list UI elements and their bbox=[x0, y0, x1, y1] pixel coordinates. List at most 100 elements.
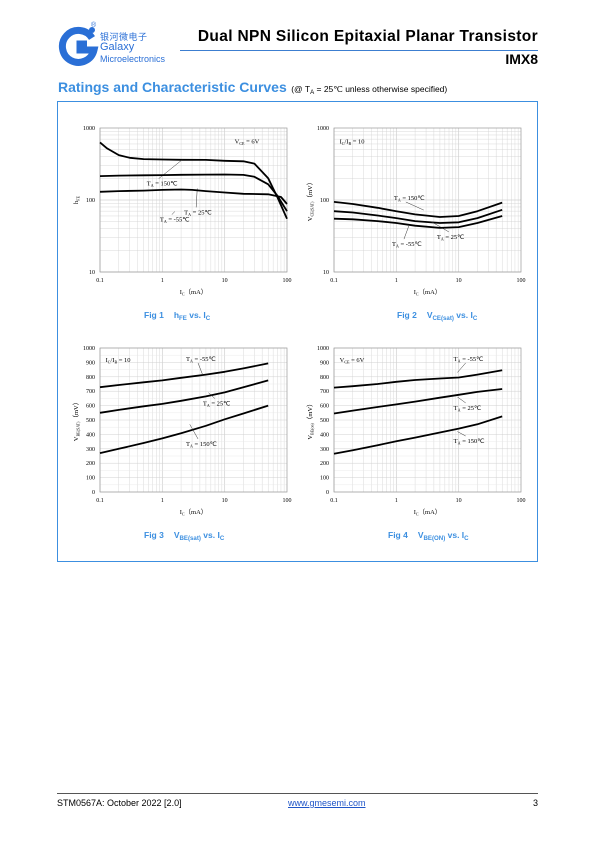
x-axis-label: IC（mA） bbox=[180, 508, 208, 517]
series-label: TA = -55℃ bbox=[392, 241, 422, 249]
x-tick-label: 100 bbox=[517, 278, 526, 284]
y-tick-label: 100 bbox=[86, 476, 95, 482]
x-tick-label: 100 bbox=[517, 498, 526, 504]
plot-frame bbox=[99, 127, 288, 273]
chart-svg: 0.1 1 10 100 10 100 1000 IC（mA） VCE(SAT)（mV） IC/I… bbox=[306, 126, 526, 297]
series-label: TA = 150℃ bbox=[454, 438, 486, 446]
series-label: TA = 150℃ bbox=[186, 441, 218, 449]
part-number: IMX8 bbox=[505, 51, 538, 67]
condition-label: VCE = 6V bbox=[235, 139, 260, 147]
y-tick-label: 500 bbox=[86, 418, 95, 424]
company-logo: ® 银河微电子 Galaxy Microelectronics bbox=[56, 22, 176, 68]
x-axis-label: IC（mA） bbox=[180, 288, 208, 297]
footer-doc-id: STM0567A: October 2022 [2.0] bbox=[57, 798, 182, 808]
series-label-leader bbox=[403, 225, 410, 240]
plot-frame bbox=[333, 347, 522, 493]
y-tick-label: 100 bbox=[320, 198, 329, 204]
series-label-leader bbox=[189, 424, 199, 440]
y-tick-label: 0 bbox=[92, 490, 95, 496]
series-line bbox=[333, 201, 503, 218]
fig4-caption: Fig 4 VBE(ON) vs. IC bbox=[388, 530, 469, 542]
fig1-caption: Fig 1 hFE vs. IC bbox=[144, 310, 211, 322]
y-tick-label: 100 bbox=[320, 476, 329, 482]
fig3-caption: Fig 3 VBE(sat) vs. IC bbox=[144, 530, 225, 542]
plot-frame bbox=[333, 127, 522, 273]
logo-registered-mark: ® bbox=[91, 22, 97, 29]
series-label: TA = 25℃ bbox=[203, 401, 231, 409]
logo-brand: Galaxy bbox=[100, 41, 135, 53]
chart-svg: 0.1 1 10 1000100200300400500600700800900100… bbox=[306, 346, 526, 517]
series-label-leader bbox=[405, 201, 424, 211]
y-tick-label: 200 bbox=[86, 461, 95, 467]
y-tick-label: 1000 bbox=[83, 346, 95, 352]
chart-vbesat-vs-ic: 0.1 1 10 100 0 100 200 300 400 500 600 700 800 900 100… bbox=[70, 338, 295, 518]
fig2-caption: Fig 2 VCE(sat) vs. IC bbox=[397, 310, 478, 322]
x-tick-label: 10 bbox=[456, 278, 462, 284]
x-tick-label: 1 bbox=[395, 278, 398, 284]
x-tick-label: 1 bbox=[161, 278, 164, 284]
y-tick-label: 400 bbox=[86, 432, 95, 438]
y-axis-label: VCE(SAT)（mV） bbox=[306, 179, 315, 221]
condition-label: IC/IB = 10 bbox=[340, 139, 365, 147]
series-label-leader bbox=[195, 188, 198, 208]
series-label: TA = -55℃ bbox=[160, 217, 190, 225]
series-label-leader bbox=[431, 221, 449, 233]
y-tick-label: 500 bbox=[320, 418, 329, 424]
series-label-leader bbox=[208, 392, 216, 399]
y-tick-label: 400 bbox=[320, 432, 329, 438]
series-label-leader bbox=[457, 431, 466, 437]
y-tick-label: 0 bbox=[326, 490, 329, 496]
series-line bbox=[333, 215, 503, 229]
y-tick-label: 300 bbox=[86, 447, 95, 453]
series-line bbox=[99, 188, 288, 205]
logo-subtitle: Microelectronics bbox=[100, 54, 166, 64]
condition-label: IC/IB = 10 bbox=[106, 357, 131, 365]
series-line bbox=[99, 141, 288, 220]
x-tick-label: 1 bbox=[395, 498, 398, 504]
x-tick-label: 1 bbox=[161, 498, 164, 504]
y-tick-label: 10 bbox=[89, 270, 95, 276]
x-tick-label: 0.1 bbox=[96, 498, 104, 504]
galaxy-logo-icon bbox=[58, 26, 99, 66]
series-line bbox=[333, 388, 503, 415]
series-label: TA = 25℃ bbox=[454, 405, 482, 413]
chart-vcesat-vs-ic: 0.1 1 10 100 10 100 1000 IC（mA） VCE(SAT)（mV） IC/I… bbox=[304, 118, 529, 298]
section-heading: Ratings and Characteristic Curves (@ TA … bbox=[58, 79, 447, 97]
footer-divider bbox=[57, 793, 538, 794]
y-tick-label: 700 bbox=[320, 389, 329, 395]
y-tick-label: 900 bbox=[86, 360, 95, 366]
series-line bbox=[99, 379, 269, 414]
y-tick-label: 700 bbox=[86, 389, 95, 395]
y-tick-label: 10 bbox=[323, 270, 329, 276]
chart-svg: 0.1 1 10 1000100200300400500600700800900100… bbox=[72, 346, 292, 517]
section-title: Ratings and Characteristic Curves bbox=[58, 79, 287, 95]
y-tick-label: 800 bbox=[320, 375, 329, 381]
y-tick-label: 200 bbox=[320, 461, 329, 467]
y-tick-label: 600 bbox=[86, 404, 95, 410]
series-label: TA = 25℃ bbox=[184, 209, 212, 217]
x-tick-label: 0.1 bbox=[96, 278, 104, 284]
series-line bbox=[99, 173, 288, 212]
section-condition: (@ TA = 25℃ unless otherwise specified) bbox=[291, 84, 448, 96]
y-axis-label: hFE bbox=[73, 195, 81, 203]
y-tick-label: 600 bbox=[320, 404, 329, 410]
x-tick-label: 100 bbox=[283, 498, 292, 504]
x-tick-label: 10 bbox=[222, 498, 228, 504]
y-tick-label: 800 bbox=[86, 375, 95, 381]
series-label: TA = 25℃ bbox=[437, 234, 465, 242]
chart-svg: 0.1 1 10 100 10 100 1000 IC（mA） hFE VCE = 6V TA = … bbox=[73, 126, 292, 297]
footer-website-link[interactable]: www.gmesemi.com bbox=[288, 798, 366, 808]
series-line bbox=[333, 415, 503, 455]
series-label-leader bbox=[457, 396, 466, 404]
chart-vbeon-vs-ic: 0.1 1 10 100 0 100 200 300 400 500 600 700 800 900 100… bbox=[304, 338, 529, 518]
y-tick-label: 900 bbox=[320, 360, 329, 366]
series-line bbox=[99, 404, 269, 454]
y-tick-label: 300 bbox=[320, 447, 329, 453]
y-tick-label: 100 bbox=[86, 198, 95, 204]
footer-page-number: 3 bbox=[532, 798, 538, 808]
series-label: TA = -55℃ bbox=[454, 356, 484, 364]
y-tick-label: 1000 bbox=[317, 126, 329, 132]
x-tick-label: 100 bbox=[283, 278, 292, 284]
x-axis-label: IC（mA） bbox=[414, 288, 442, 297]
series-line bbox=[333, 369, 503, 389]
